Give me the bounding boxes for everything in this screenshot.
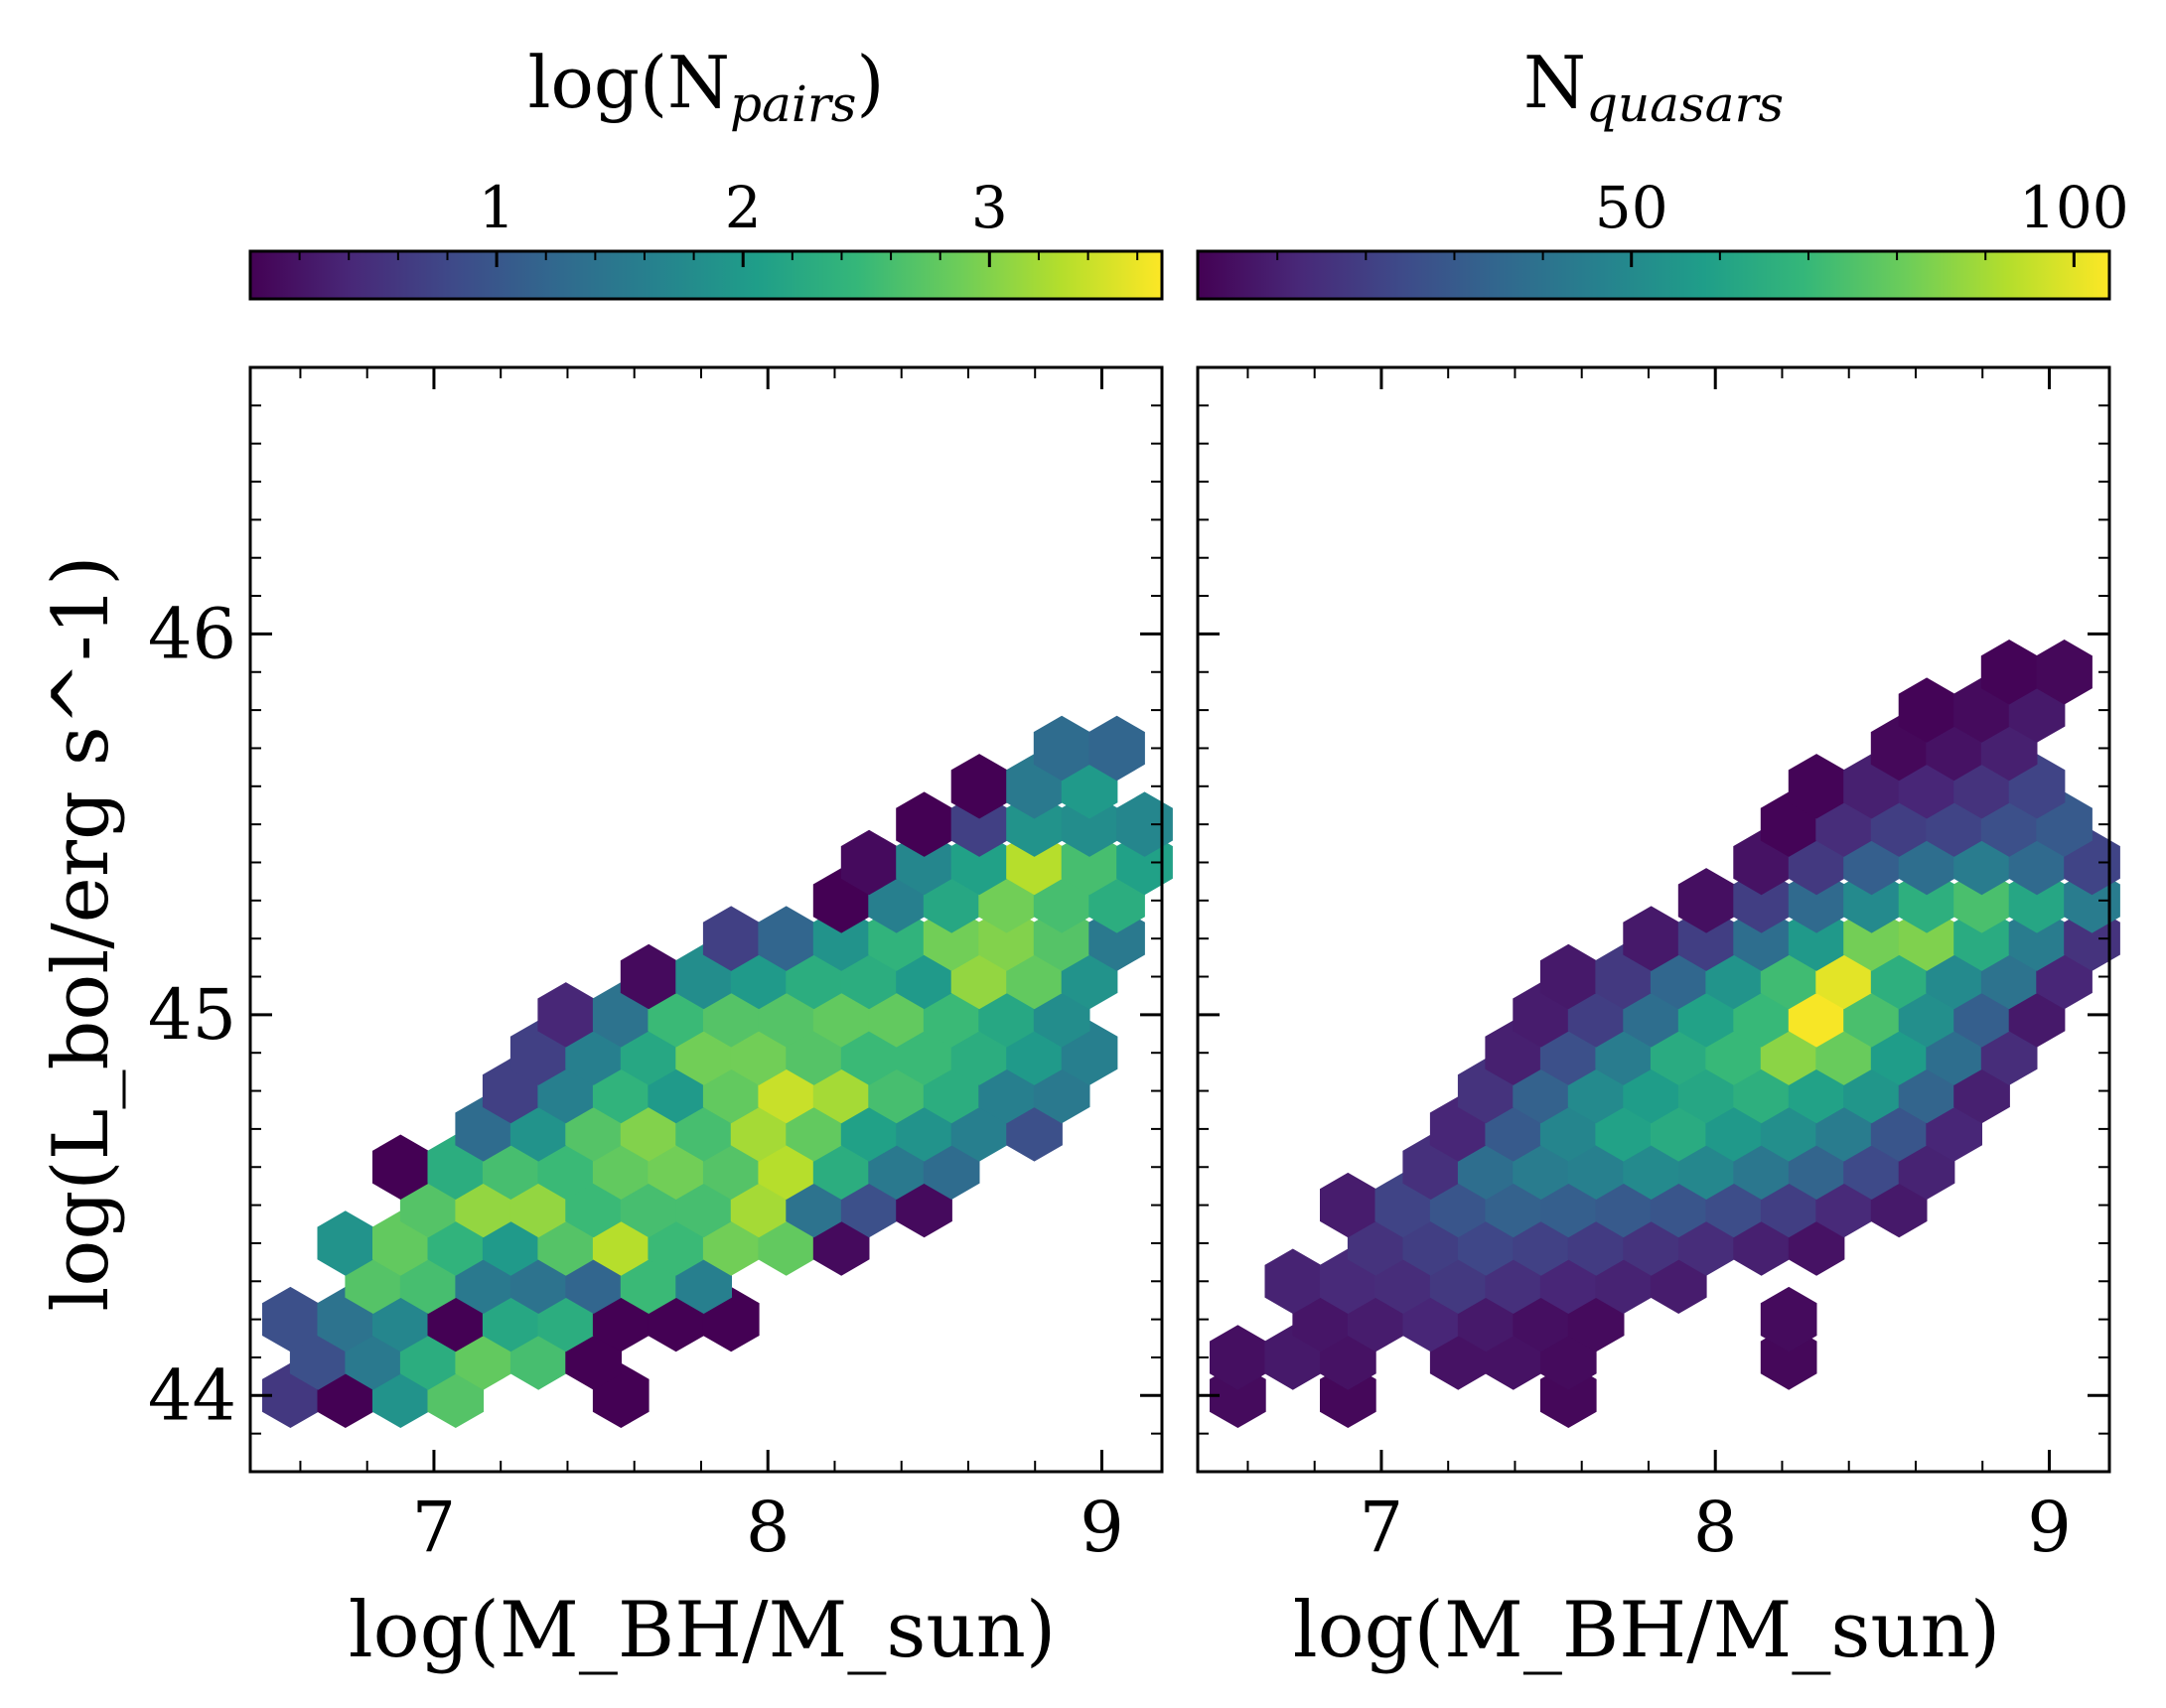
y-tick-label: 45: [148, 974, 236, 1056]
left-colorbar-label: log(Npairs): [527, 41, 884, 133]
hex-cell: [896, 791, 952, 857]
x-tick-label: 8: [1693, 1487, 1738, 1568]
left-hexbin-panel: 7 8 9 44 45 46: [148, 365, 1173, 1568]
left-x-axis-title: log(M_BH/M_sun): [349, 1586, 1057, 1675]
colorbar-tick-label: 50: [1595, 174, 1668, 241]
y-tick-label: 46: [148, 593, 236, 674]
colorbar-tick-label: 1: [479, 174, 515, 241]
right-x-axis-title: log(M_BH/M_sun): [1293, 1586, 2001, 1675]
hex-cell: [1980, 640, 2038, 705]
right-hexbin-cells: [1210, 640, 2120, 1428]
right-colorbar-label: Nquasars: [1523, 41, 1784, 133]
colorbar-tick-label: 2: [725, 174, 762, 241]
hex-cell: [317, 1210, 374, 1276]
x-tick-label: 7: [1360, 1487, 1404, 1568]
hex-cell: [372, 1134, 429, 1200]
left-colorbar: 1 2 3 log(Npairs): [248, 41, 1164, 301]
hex-cell: [1788, 754, 1845, 819]
right-hexbin-panel: 7 8 9: [1196, 365, 2120, 1568]
colorbar-tick-label: 100: [2019, 174, 2129, 241]
plot-frame: [248, 365, 1164, 1474]
left-hexbin-cells: [262, 715, 1173, 1428]
hex-cell: [1760, 1286, 1817, 1352]
left-panel-axes: 7 8 9 44 45 46: [148, 365, 1164, 1568]
colorbar-tick-label: 3: [971, 174, 1008, 241]
hex-cell: [758, 906, 814, 971]
hex-cell: [620, 943, 677, 1010]
hex-cell: [262, 1286, 319, 1352]
right-colorbar-ticks: 50 100: [1276, 174, 2129, 267]
x-tick-label: 9: [2027, 1487, 2072, 1568]
hex-cell: [1320, 1172, 1376, 1238]
hex-cell: [1264, 1248, 1322, 1314]
y-tick-label: 44: [148, 1354, 236, 1436]
y-axis-title: log(L_bol/erg s^-1): [37, 555, 126, 1311]
hex-cell: [2036, 640, 2093, 705]
right-panel-axes: 7 8 9: [1196, 365, 2111, 1568]
plot-frame: [1196, 365, 2111, 1474]
right-colorbar: 50 100 Nquasars: [1196, 41, 2129, 301]
hex-cell: [1539, 943, 1597, 1010]
hex-cell: [1210, 1325, 1266, 1390]
hex-cell: [840, 829, 898, 896]
hex-cell: [1033, 715, 1090, 782]
hex-cell: [1623, 906, 1679, 971]
x-tick-label: 9: [1080, 1487, 1124, 1568]
hex-cell: [1116, 791, 1173, 857]
left-colorbar-gradient: [248, 249, 1164, 301]
right-colorbar-gradient: [1196, 249, 2111, 301]
left-colorbar-ticks: 1 2 3: [298, 174, 1139, 267]
hex-cell: [702, 906, 760, 971]
hex-cell: [1088, 715, 1145, 782]
x-tick-label: 8: [746, 1487, 791, 1568]
hex-cell: [537, 982, 595, 1048]
hex-cell: [1898, 677, 1955, 743]
hex-cell: [950, 754, 1008, 819]
hex-cell: [1677, 868, 1735, 933]
x-tick-label: 7: [412, 1487, 457, 1568]
